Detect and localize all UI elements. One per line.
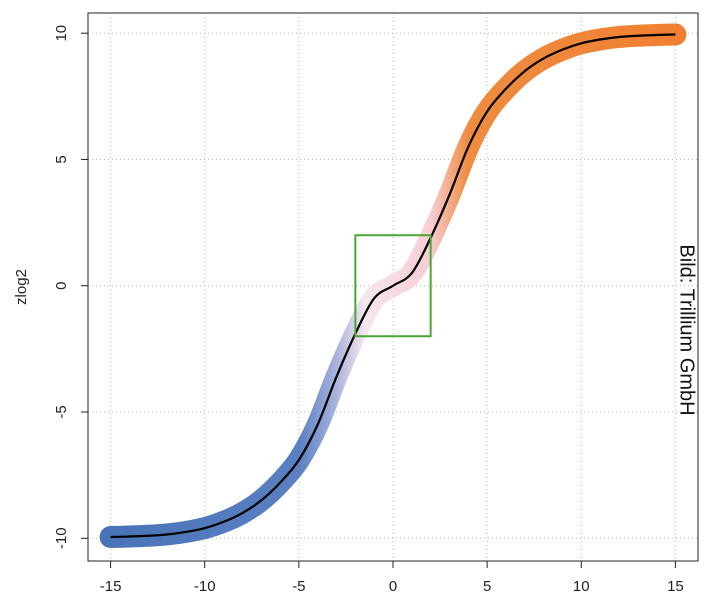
x-tick-label: 5	[483, 578, 491, 595]
line	[110, 33, 676, 539]
x-tick-label: 15	[667, 578, 684, 595]
x-tick-label: -5	[292, 578, 305, 595]
y-tick-label: -5	[53, 405, 70, 418]
y-tick-label: -10	[53, 527, 70, 549]
x-tick-label: 10	[573, 578, 590, 595]
plot-frame	[87, 12, 699, 562]
x-tick-label: 0	[389, 578, 397, 595]
highlight-box	[354, 234, 432, 338]
y-axis-label: zlog2	[13, 269, 30, 305]
y-tick-label: 10	[53, 25, 70, 42]
y-tick-label: 0	[53, 282, 70, 290]
annotation: Bild: Trillium GmbH	[676, 244, 698, 415]
x-tick-label: -10	[194, 578, 216, 595]
x-tick-label: -15	[100, 578, 122, 595]
y-tick-label: 5	[53, 155, 70, 163]
